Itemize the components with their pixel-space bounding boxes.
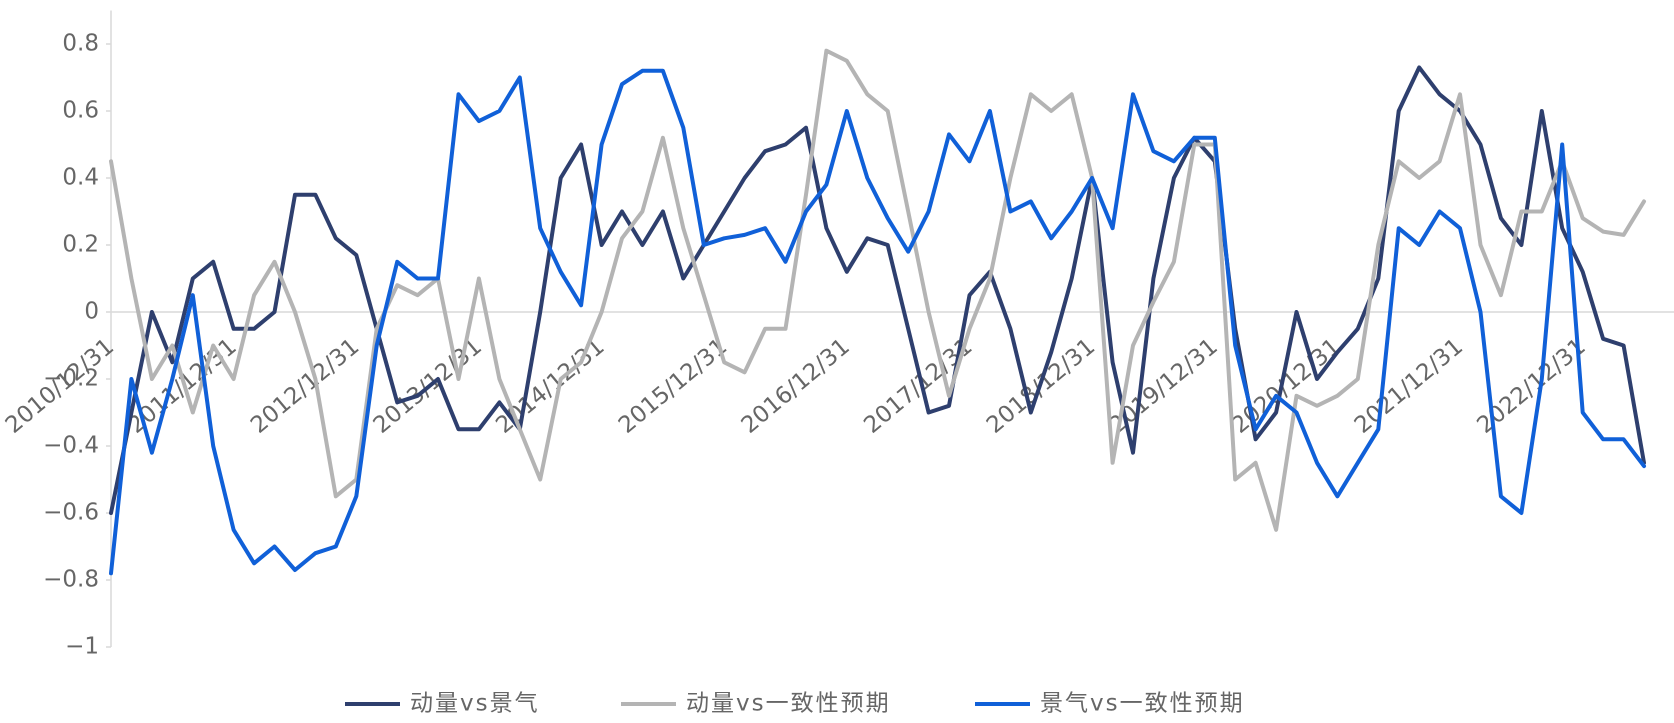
legend-label: 动量vs景气 [410, 691, 540, 717]
y-tick-label: 0.6 [62, 98, 99, 124]
series-line [109, 48, 1646, 532]
y-tick-label: −0.2 [43, 366, 99, 392]
x-tick-label: 2021/12/31 [1350, 334, 1468, 439]
x-tick-label: 2011/12/31 [123, 334, 241, 439]
y-tick-label: 0.2 [62, 232, 99, 258]
y-tick-label: −0.4 [43, 433, 99, 459]
x-tick-label: 2015/12/31 [614, 334, 732, 439]
series-line [109, 65, 1646, 515]
legend-label: 动量vs一致性预期 [686, 691, 891, 717]
y-tick-label: 0.4 [62, 165, 99, 191]
series-line [109, 68, 1646, 576]
y-tick-label: 0.8 [62, 31, 99, 57]
y-tick-label: 0 [84, 299, 99, 325]
y-tick-label: −1 [65, 634, 99, 660]
y-tick-label: −0.6 [43, 500, 99, 526]
legend-label: 景气vs一致性预期 [1040, 691, 1245, 717]
y-tick-label: −0.8 [43, 567, 99, 593]
x-tick-label: 2010/12/31 [1, 334, 119, 439]
x-tick-label: 2019/12/31 [1105, 334, 1223, 439]
